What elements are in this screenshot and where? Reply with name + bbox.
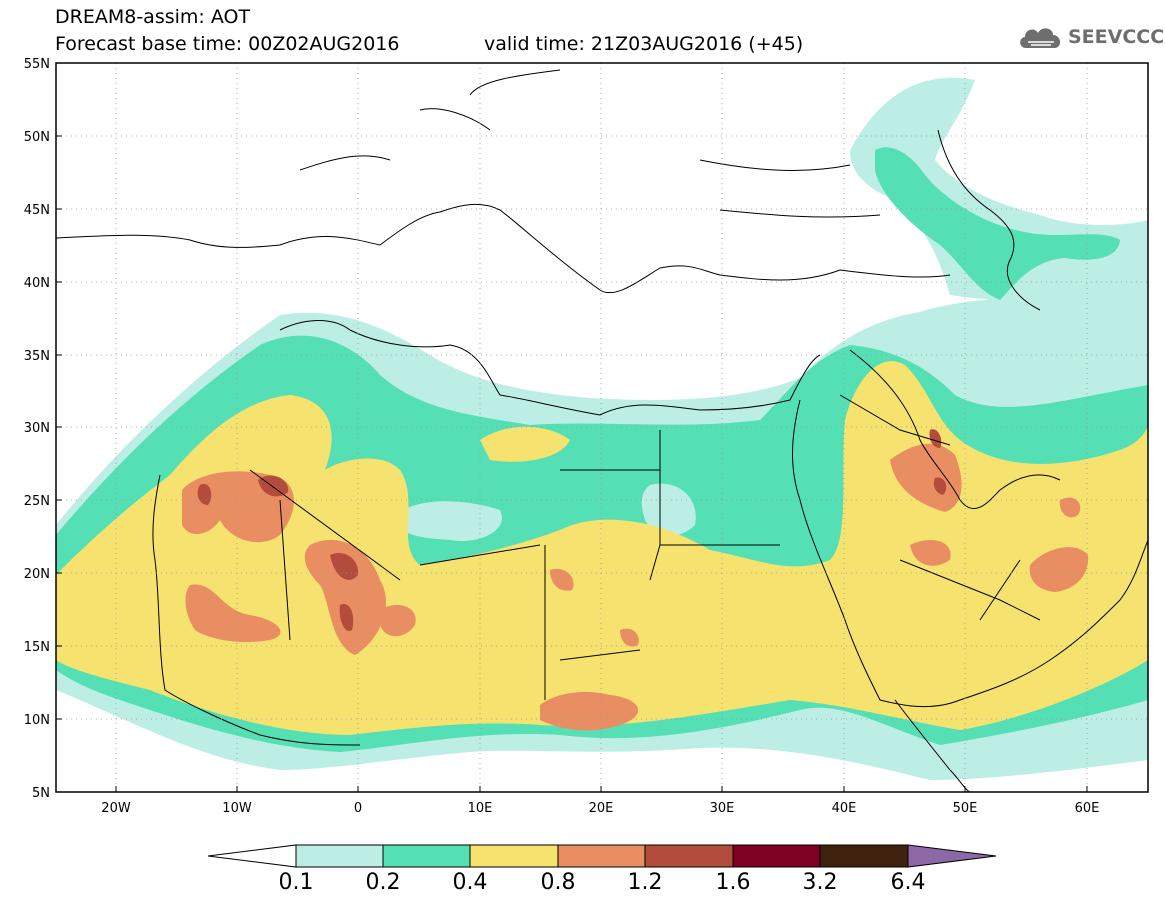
lat-tick-label: 35N	[24, 349, 50, 364]
colorbar-label: 0.1	[278, 870, 314, 895]
lat-tick-label: 50N	[24, 130, 50, 145]
lon-tick-label: 10W	[222, 801, 252, 816]
lon-tick-label: 40E	[832, 801, 857, 816]
logo-text: SEEVCCC	[1068, 26, 1165, 48]
lon-tick-label: 20W	[101, 801, 131, 816]
aot-contour-1.2	[197, 429, 947, 631]
colorbar-swatch	[295, 844, 384, 868]
coastlines	[56, 69, 1148, 792]
aot-contour-0.4	[56, 361, 1148, 735]
lat-tick-label: 5N	[32, 786, 50, 801]
lon-tick-label: 20E	[589, 801, 614, 816]
lat-tick-label: 55N	[24, 57, 50, 72]
colorbar-label: 0.2	[365, 870, 401, 895]
lat-tick-label: 10N	[24, 713, 50, 728]
colorbar-label: 0.4	[452, 870, 488, 895]
map-title: DREAM8-assim: AOT	[55, 6, 251, 28]
lat-tick-label: 15N	[24, 640, 50, 655]
colorbar-label: 3.2	[802, 870, 838, 895]
lon-tick-label: 30E	[710, 801, 735, 816]
colorbar-label: 1.6	[715, 870, 751, 895]
forecast-base-time: Forecast base time: 00Z02AUG2016	[55, 33, 400, 55]
colorbar-over-arrow	[907, 844, 997, 868]
colorbar-under-arrow	[207, 844, 297, 868]
lon-tick-label: 0	[354, 801, 362, 816]
seevccc-logo: SEEVCCC	[1018, 24, 1164, 50]
colorbar	[207, 844, 997, 868]
colorbar-label: 1.2	[627, 870, 663, 895]
lat-tick-label: 30N	[24, 421, 50, 436]
colorbar-label: 6.4	[890, 870, 926, 895]
colorbar-swatch	[644, 844, 734, 868]
lat-tick-label: 20N	[24, 567, 50, 582]
lat-tick-label: 40N	[24, 276, 50, 291]
colorbar-swatch	[819, 844, 909, 868]
lon-tick-label: 10E	[468, 801, 493, 816]
lat-tick-label: 45N	[24, 203, 50, 218]
colorbar-label: 0.8	[540, 870, 576, 895]
lat-tick-label: 25N	[24, 494, 50, 509]
lon-tick-label: 60E	[1075, 801, 1100, 816]
cloud-icon	[1020, 28, 1061, 48]
gridlines	[56, 63, 1148, 792]
aot-field	[56, 77, 1148, 780]
colorbar-swatch	[469, 844, 559, 868]
valid-time: valid time: 21Z03AUG2016 (+45)	[484, 33, 804, 55]
lon-axis: 20W 10W 0 10E 20E 30E 40E 50E 60E	[101, 786, 1099, 816]
lon-tick-label: 50E	[953, 801, 978, 816]
colorbar-swatch	[732, 844, 821, 868]
colorbar-swatch	[557, 844, 646, 868]
lat-axis: 5N 10N 15N 20N 25N 30N 35N 40N 45N 50N 5…	[24, 57, 62, 801]
colorbar-swatch	[382, 844, 471, 868]
